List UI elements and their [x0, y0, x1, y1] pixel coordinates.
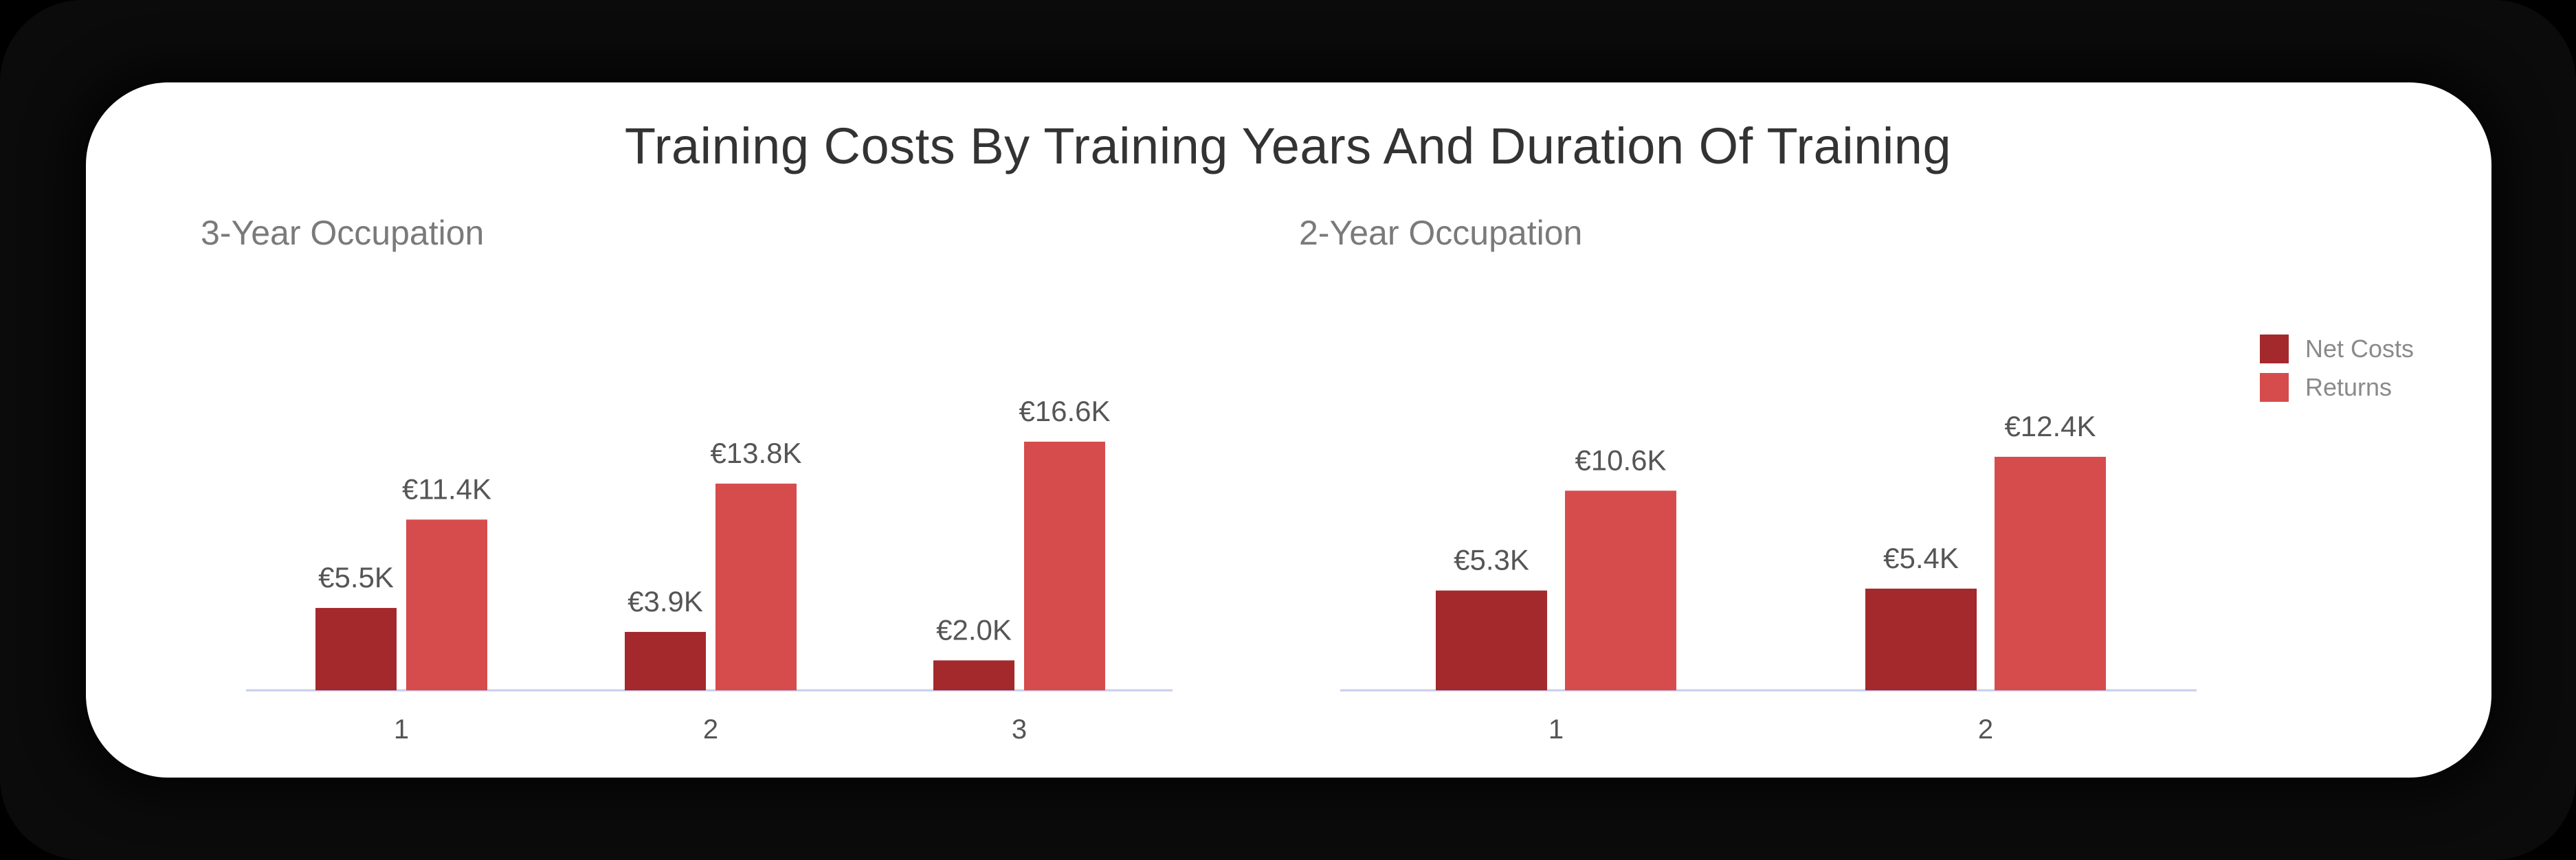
x-tick-label-2: 2 — [703, 714, 718, 745]
bar-net-costs-2[interactable] — [625, 631, 706, 690]
data-label-returns-2: €12.4K — [2004, 410, 2096, 442]
legend-swatch-net-costs — [2260, 335, 2289, 363]
data-label-net-costs-1: €5.3K — [1454, 544, 1529, 576]
bar-returns-1[interactable] — [406, 519, 487, 690]
subtitle-2-year: 2-Year Occupation — [1299, 214, 1583, 252]
legend-item-returns[interactable]: Returns — [2260, 368, 2414, 407]
x-tick-label-3: 3 — [1012, 714, 1027, 745]
data-label-net-costs-2: €3.9K — [628, 585, 703, 618]
bar-net-costs-1[interactable] — [1436, 590, 1547, 690]
data-label-net-costs-2: €5.4K — [1883, 542, 1959, 574]
x-tick-label-1: 1 — [1548, 714, 1564, 745]
legend-swatch-returns — [2260, 373, 2289, 402]
data-label-returns-3: €16.6K — [1019, 395, 1110, 427]
legend-label-net-costs: Net Costs — [2305, 335, 2414, 363]
legend: Net Costs Returns — [2260, 330, 2414, 407]
chart-title: Training Costs By Training Years And Dur… — [624, 117, 1952, 174]
bar-net-costs-2[interactable] — [1865, 588, 1977, 690]
bar-returns-3[interactable] — [1024, 442, 1105, 690]
bar-net-costs-3[interactable] — [933, 660, 1014, 690]
subtitle-3-year: 3-Year Occupation — [201, 214, 485, 252]
bar-net-costs-1[interactable] — [315, 608, 397, 690]
bar-returns-2[interactable] — [715, 484, 797, 690]
x-tick-label-1: 1 — [394, 714, 409, 745]
data-label-net-costs-1: €5.5K — [318, 561, 394, 593]
data-label-returns-2: €13.8K — [710, 437, 801, 469]
bar-returns-2[interactable] — [1995, 457, 2106, 690]
legend-item-net-costs[interactable]: Net Costs — [2260, 330, 2414, 368]
x-tick-label-2: 2 — [1978, 714, 1993, 745]
data-label-returns-1: €10.6K — [1575, 444, 1666, 476]
bar-returns-1[interactable] — [1565, 490, 1676, 690]
data-label-net-costs-3: €2.0K — [936, 613, 1012, 646]
data-label-returns-1: €11.4K — [402, 473, 491, 505]
legend-label-returns: Returns — [2305, 373, 2392, 401]
